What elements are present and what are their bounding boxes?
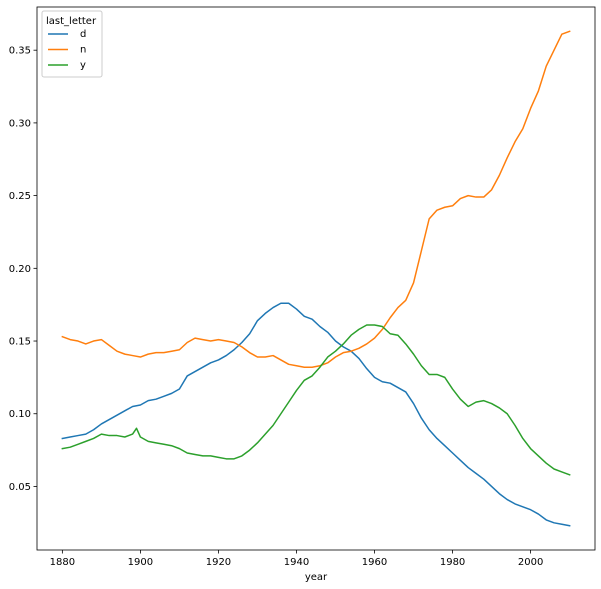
series-line-d [61,302,571,527]
x-tick-label: 1880 [50,557,75,568]
x-tick-label: 1920 [206,557,231,568]
y-tick-label: 0.10 [9,409,31,420]
legend-title: last_letter [46,16,97,27]
legend-label-n: n [80,45,86,56]
x-tick-label: 1980 [440,557,465,568]
y-axis: 0.05 0.10 0.15 0.20 0.25 0.30 0.35 [9,46,37,493]
legend-label-d: d [80,29,86,40]
legend: last_letter dny [41,10,103,78]
plot-frame [36,6,596,551]
x-tick-label: 2000 [518,557,543,568]
y-tick-label: 0.25 [9,191,31,202]
legend-label-y: y [80,60,86,71]
legend-box [41,10,103,78]
x-axis-label: year [305,572,328,583]
x-tick-label: 1940 [284,557,309,568]
series-line-y [61,324,571,476]
y-tick-label: 0.05 [9,482,31,493]
y-tick-label: 0.30 [9,118,31,129]
y-tick-label: 0.20 [9,264,31,275]
x-axis: 1880 1900 1920 1940 1960 1980 2000 [50,550,543,568]
y-tick-label: 0.15 [9,337,31,348]
series-line-n [61,30,571,368]
plot-area [36,6,596,551]
y-tick-label: 0.35 [9,46,31,57]
x-tick-label: 1960 [362,557,387,568]
x-tick-label: 1900 [128,557,153,568]
